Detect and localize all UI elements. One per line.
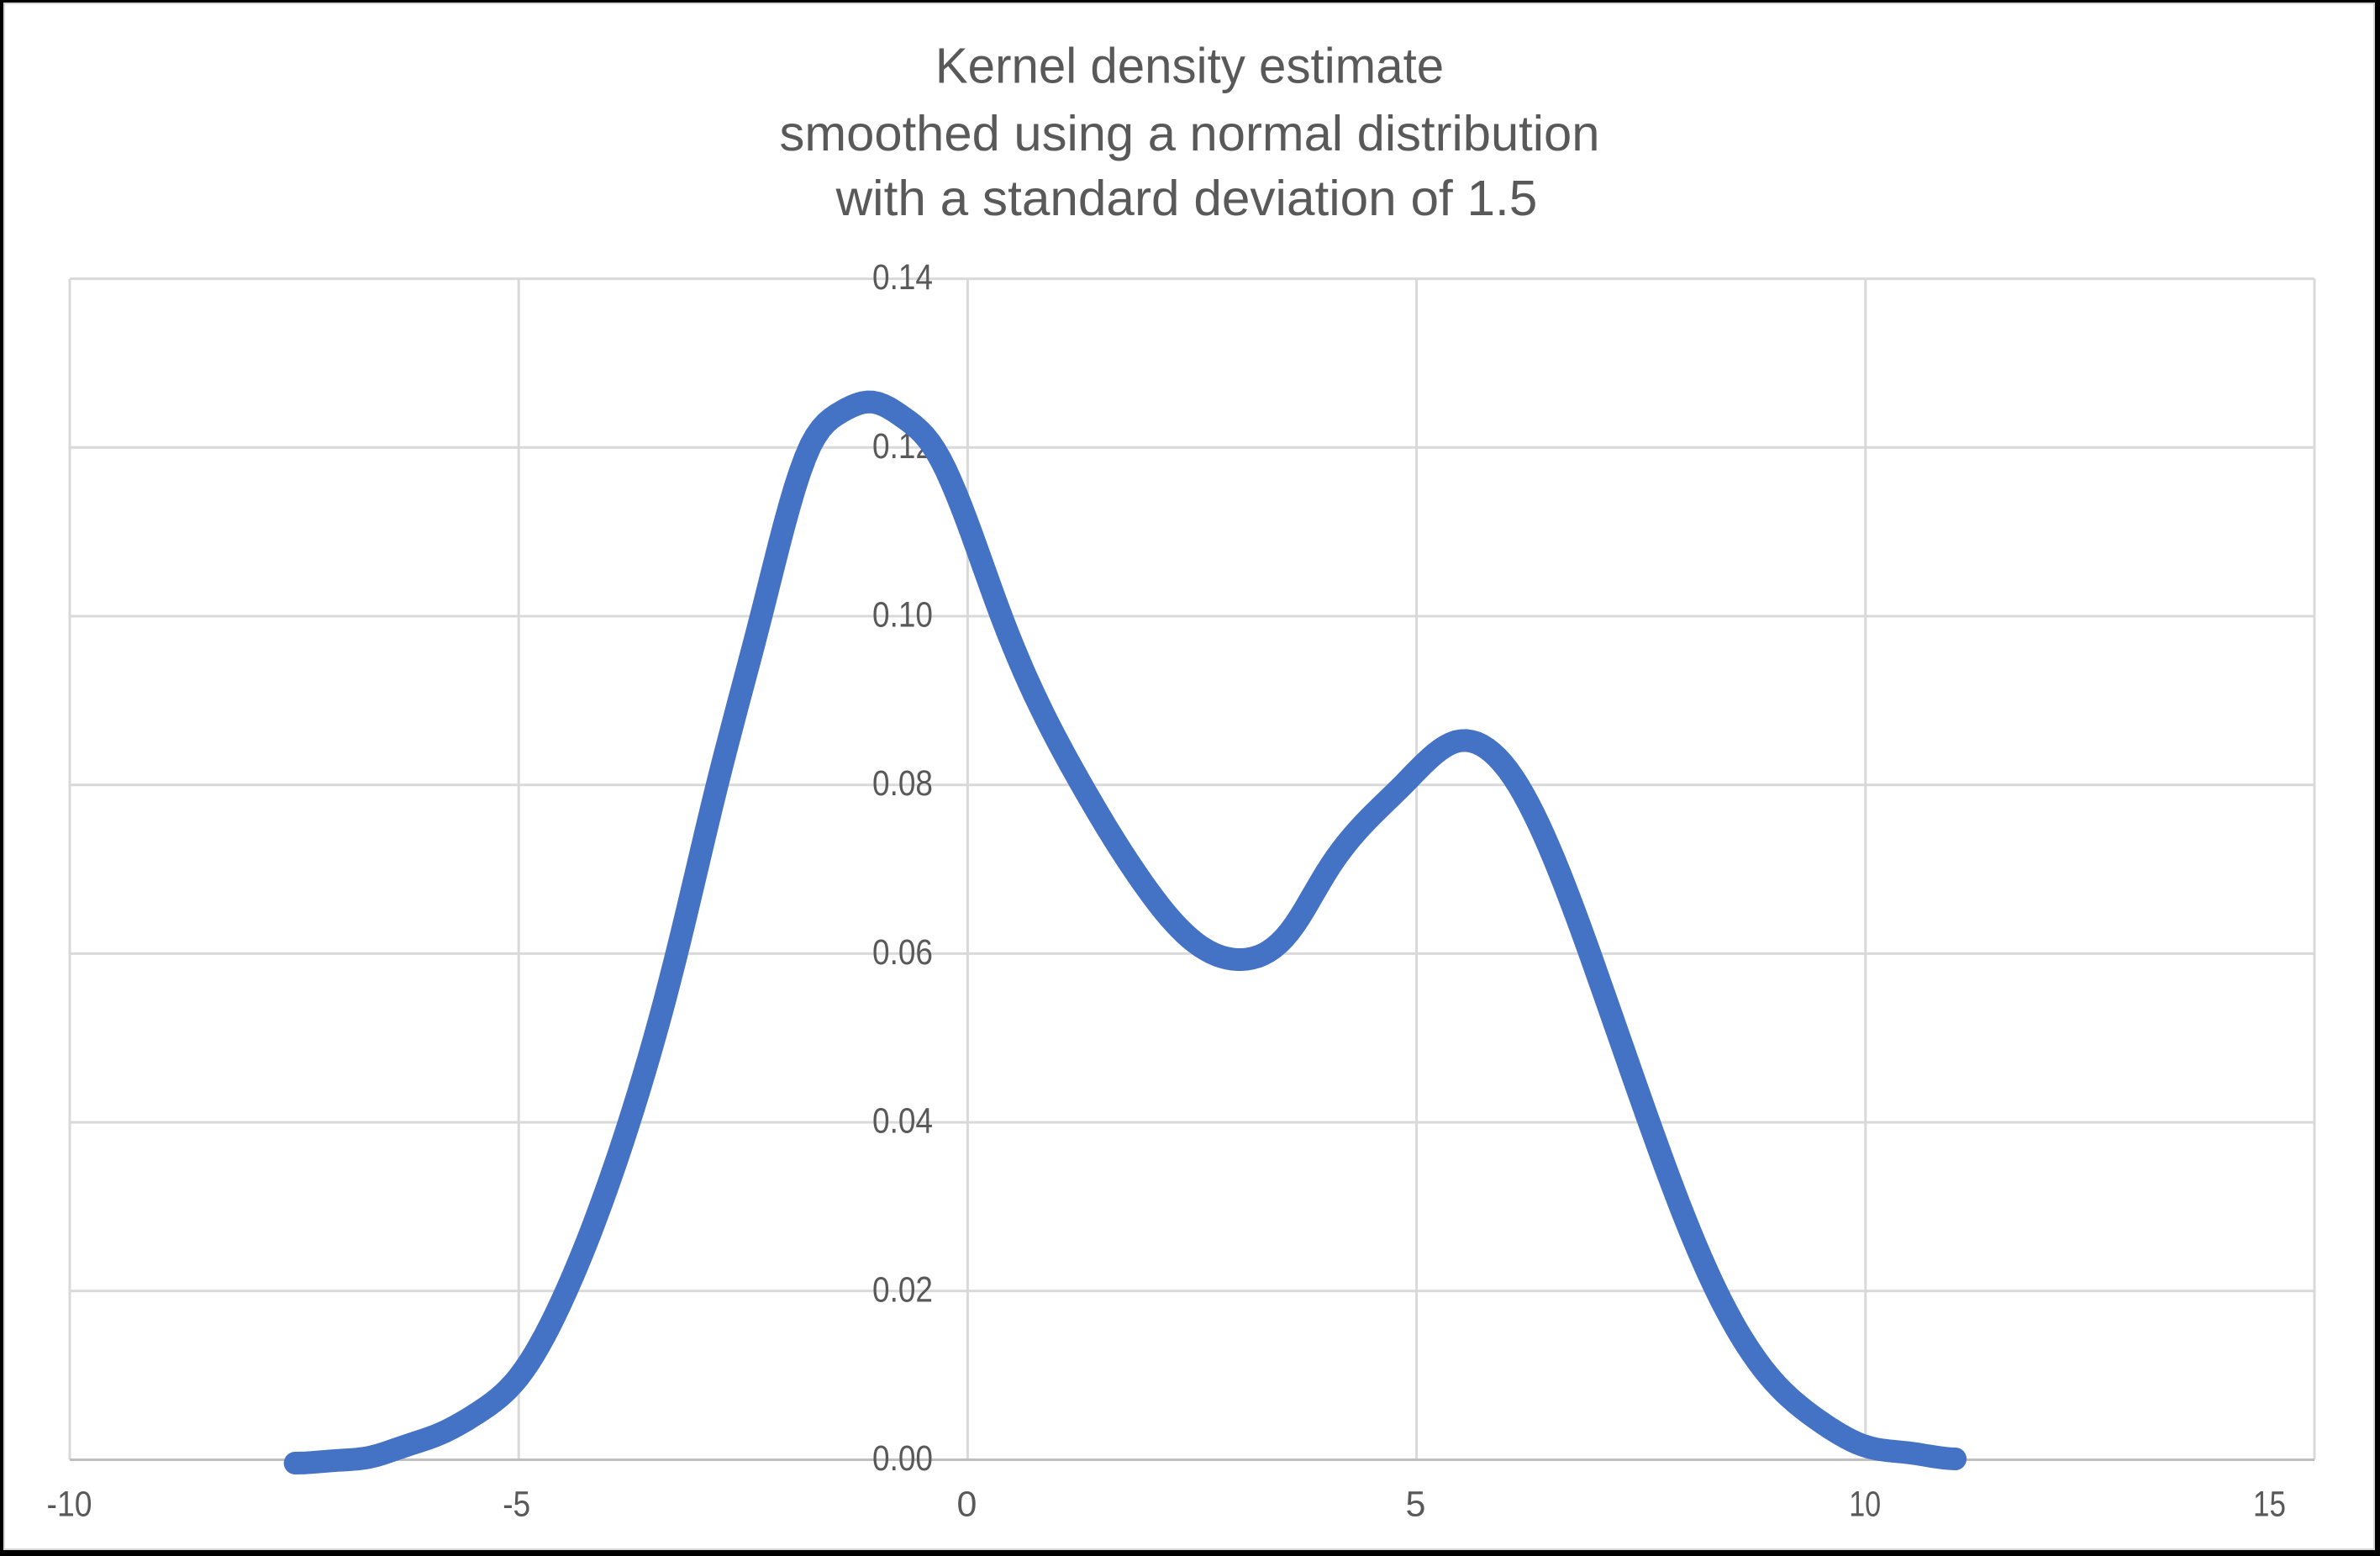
svg-text:0.00: 0.00	[872, 1438, 933, 1479]
svg-text:0.14: 0.14	[872, 257, 933, 298]
svg-text:0.06: 0.06	[872, 932, 933, 973]
svg-text:-5: -5	[503, 1485, 530, 1525]
svg-text:with a standard deviation of 1: with a standard deviation of 1.5	[835, 171, 1538, 226]
svg-text:Kernel density estimate: Kernel density estimate	[935, 39, 1444, 94]
svg-text:10: 10	[1849, 1485, 1881, 1525]
svg-text:15: 15	[2253, 1485, 2286, 1525]
svg-text:0: 0	[957, 1485, 977, 1525]
svg-text:0.02: 0.02	[872, 1269, 933, 1310]
svg-text:0.04: 0.04	[872, 1101, 933, 1142]
svg-text:-10: -10	[47, 1485, 92, 1525]
svg-text:5: 5	[1406, 1485, 1426, 1525]
svg-text:smoothed using a normal distri: smoothed using a normal distribution	[780, 106, 1600, 161]
svg-text:0.08: 0.08	[872, 763, 933, 804]
svg-text:0.10: 0.10	[872, 595, 933, 636]
